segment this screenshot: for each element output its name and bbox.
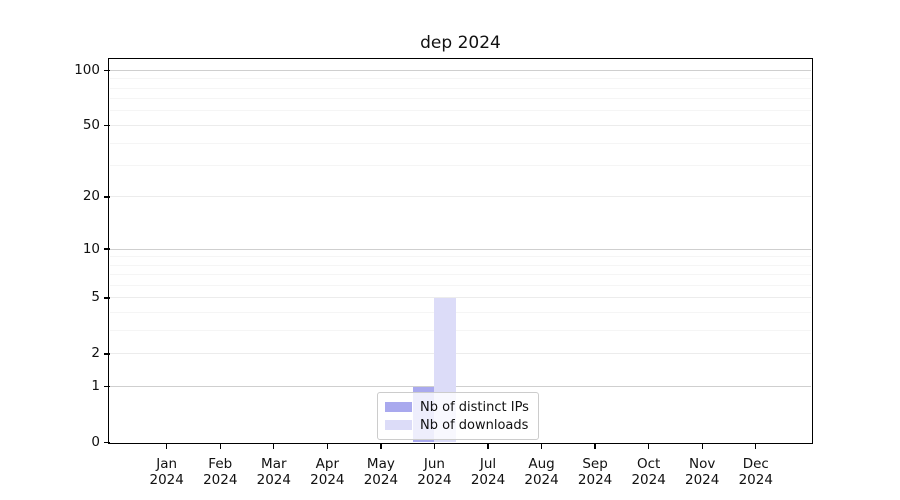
x-tick-label: Dec 2024 [711, 456, 801, 488]
x-tick-mark [326, 442, 329, 449]
x-tick-year: 2024 [738, 472, 773, 488]
x-tick-label: Oct 2024 [604, 456, 694, 488]
y-gridline-minor [110, 98, 811, 100]
legend-item: Nb of distinct IPs [385, 398, 529, 416]
y-gridline-minor [110, 142, 811, 144]
y-gridline [110, 297, 811, 299]
x-tick-month: Oct [636, 456, 661, 472]
x-tick-mark [166, 442, 168, 449]
x-tick-label: Jan 2024 [122, 456, 212, 488]
y-tick-mark [103, 353, 110, 355]
y-tick-label: 2 [91, 345, 100, 362]
x-tick-year: 2024 [256, 472, 291, 488]
y-gridline-minor [110, 274, 811, 276]
y-gridline [110, 124, 811, 126]
x-tick-mark [380, 442, 382, 449]
x-tick-month: Feb [208, 456, 233, 472]
x-tick-label: Aug 2024 [497, 456, 587, 488]
x-tick-label: Mar 2024 [229, 456, 319, 488]
x-tick-label: May 2024 [336, 456, 426, 488]
y-tick-label: 0 [91, 434, 100, 450]
x-tick-month: Jan [156, 456, 178, 472]
y-tick-mark [103, 124, 110, 127]
y-tick-label: 5 [91, 289, 100, 306]
y-gridline-minor [110, 110, 811, 112]
x-tick-month: Apr [315, 456, 340, 472]
y-tick-mark [103, 297, 110, 299]
x-tick-label: Jun 2024 [389, 456, 479, 488]
y-gridline-minor [110, 256, 811, 258]
x-tick-year: 2024 [203, 472, 238, 488]
legend-swatch [385, 420, 412, 430]
x-tick-year: 2024 [524, 472, 559, 488]
x-tick-month: Nov [689, 456, 716, 472]
x-tick-mark [647, 442, 650, 449]
y-tick-mark [103, 441, 110, 444]
y-gridline [110, 196, 811, 198]
x-tick-label: Jul 2024 [443, 456, 533, 488]
legend-item: Nb of downloads [385, 416, 529, 434]
y-gridline-minor [110, 87, 811, 89]
legend-label: Nb of downloads [420, 417, 529, 433]
x-tick-mark [487, 442, 489, 449]
x-tick-month: Jul [479, 456, 497, 472]
y-tick-mark [103, 69, 110, 71]
x-tick-mark [594, 442, 596, 449]
x-tick-mark [273, 442, 275, 449]
x-tick-year: 2024 [149, 472, 184, 488]
x-tick-mark [701, 442, 703, 449]
x-tick-month: Mar [261, 456, 287, 472]
y-tick-label: 20 [82, 188, 100, 205]
y-tick-mark [103, 385, 110, 388]
legend: Nb of distinct IPs Nb of downloads [377, 392, 539, 440]
x-tick-month: Dec [742, 456, 769, 472]
y-gridline-minor [110, 165, 811, 167]
y-gridline-major [110, 69, 811, 71]
y-tick-label: 10 [82, 240, 100, 257]
x-tick-month: Sep [582, 456, 608, 472]
y-gridline [110, 353, 811, 355]
x-tick-month: Aug [528, 456, 555, 472]
x-tick-label: Nov 2024 [657, 456, 747, 488]
x-tick-mark [540, 442, 543, 449]
y-gridline-minor [110, 264, 811, 266]
x-tick-year: 2024 [577, 472, 613, 488]
x-tick-month: May [366, 456, 395, 472]
y-tick-label: 50 [82, 116, 100, 133]
chart-title: dep 2024 [420, 33, 501, 53]
x-tick-label: Sep 2024 [550, 456, 640, 488]
y-gridline-major [110, 248, 811, 250]
plot-area: Nb of distinct IPs Nb of downloads 0 1 2 5 10… [74, 58, 813, 488]
x-tick-mark [433, 442, 436, 449]
x-tick-year: 2024 [363, 472, 399, 488]
x-tick-label: Feb 2024 [175, 456, 265, 488]
y-tick-label: 100 [74, 61, 100, 78]
x-tick-year: 2024 [310, 472, 345, 488]
legend-label: Nb of distinct IPs [420, 399, 529, 415]
x-tick-label: Apr 2024 [282, 456, 372, 488]
y-gridline-minor [110, 285, 811, 287]
x-tick-year: 2024 [631, 472, 666, 488]
y-tick-mark [103, 196, 110, 198]
x-tick-year: 2024 [470, 472, 506, 488]
x-tick-mark [219, 442, 221, 449]
x-tick-month: Jun [423, 456, 445, 472]
x-tick-year: 2024 [685, 472, 720, 488]
y-gridline-major [110, 386, 811, 388]
y-tick-mark [103, 248, 110, 250]
legend-swatch [385, 402, 412, 412]
x-tick-year: 2024 [417, 472, 452, 488]
y-tick-label: 1 [91, 378, 100, 395]
x-tick-mark [755, 442, 757, 449]
y-gridline-minor [110, 78, 811, 80]
y-gridline-minor [110, 330, 811, 332]
y-gridline-minor [110, 312, 811, 314]
